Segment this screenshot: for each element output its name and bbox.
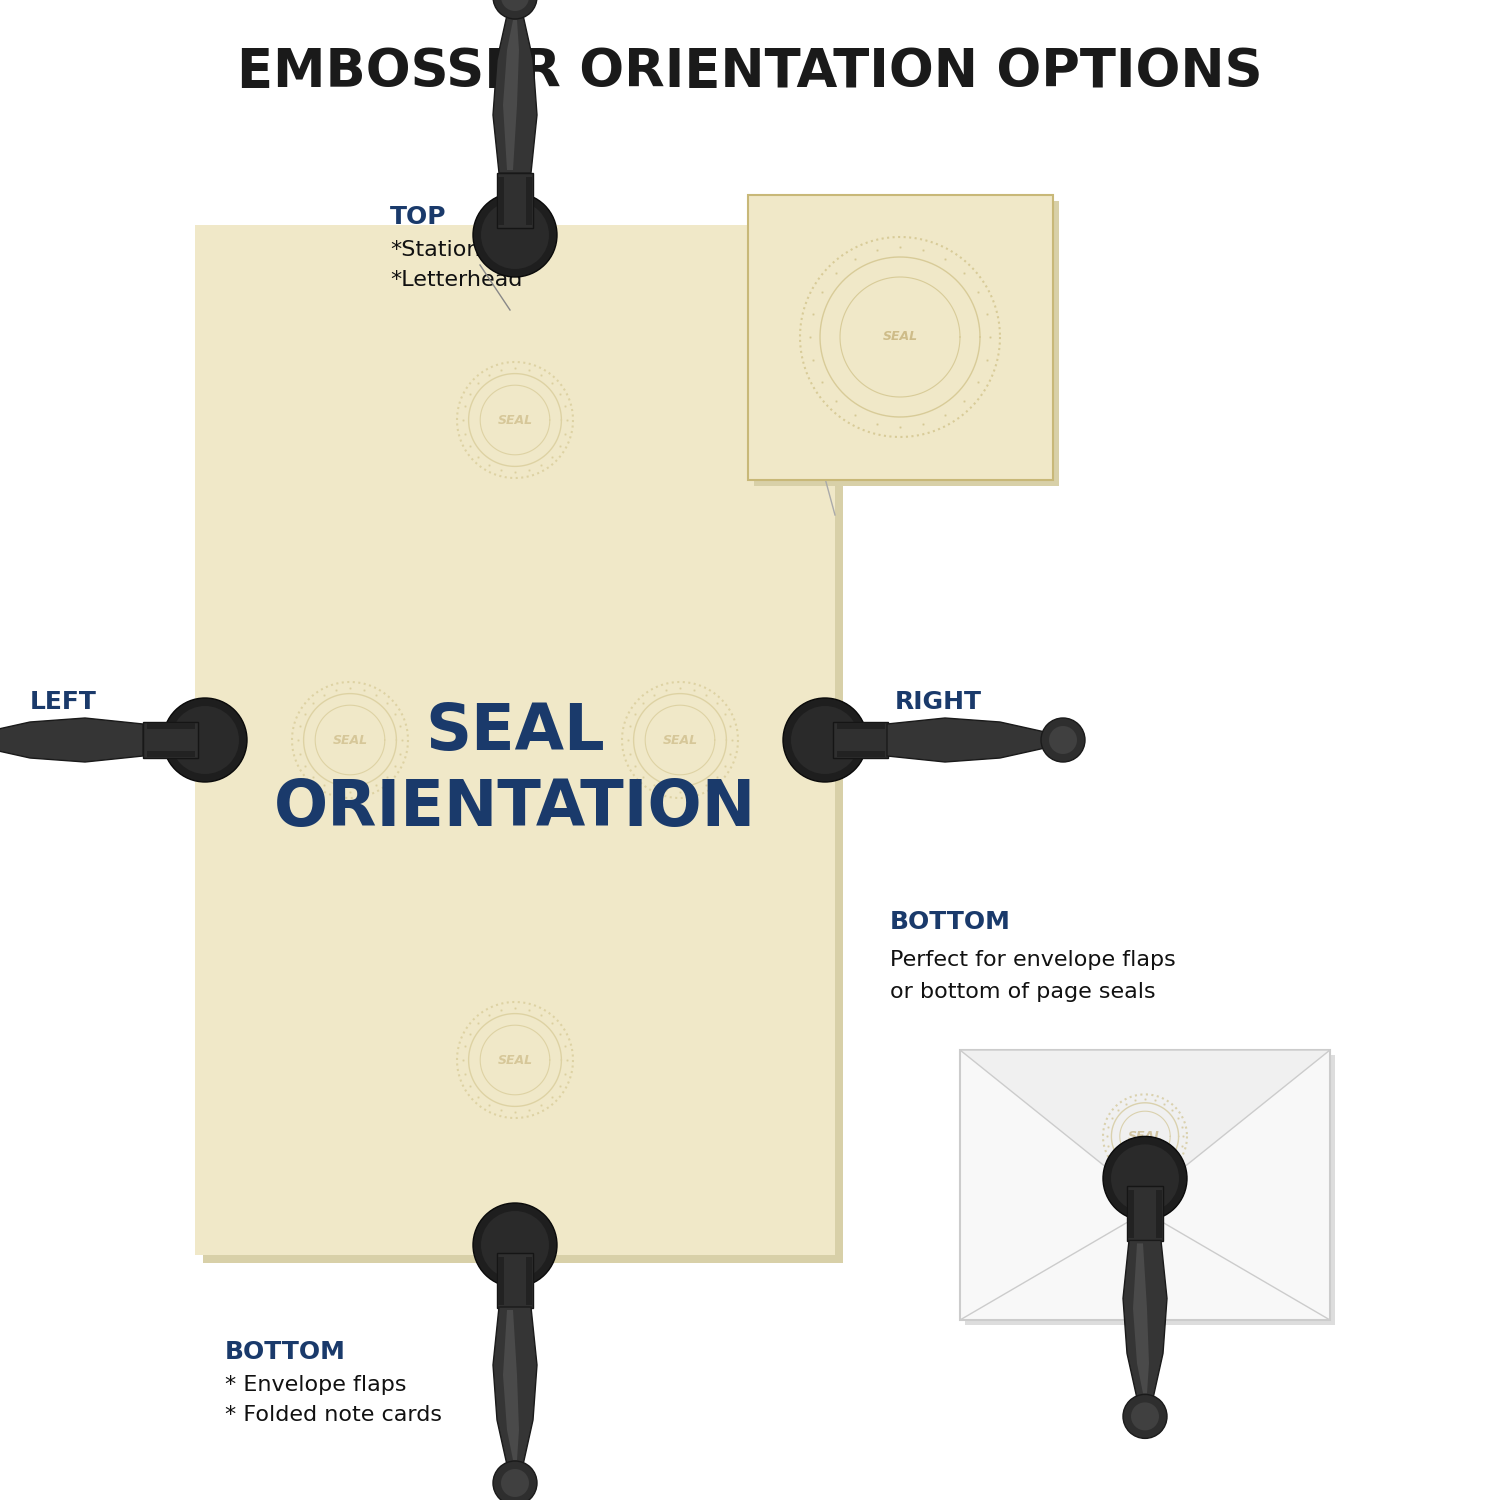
- Text: * Book page: * Book page: [896, 724, 1032, 746]
- Bar: [837, 752, 885, 758]
- Bar: [837, 723, 885, 729]
- Polygon shape: [494, 1306, 537, 1484]
- Circle shape: [783, 698, 867, 782]
- Bar: [1128, 1191, 1134, 1239]
- Text: SEAL: SEAL: [333, 734, 368, 747]
- Text: TOP: TOP: [390, 206, 447, 230]
- Circle shape: [494, 1461, 537, 1500]
- Text: SEAL: SEAL: [882, 330, 918, 344]
- Bar: [964, 1054, 1335, 1324]
- Bar: [195, 225, 836, 1256]
- Bar: [1126, 1186, 1162, 1242]
- Circle shape: [790, 706, 859, 774]
- Circle shape: [1112, 1144, 1179, 1212]
- Bar: [202, 232, 843, 1263]
- Text: *Not Common: *Not Common: [30, 724, 188, 746]
- Circle shape: [501, 1468, 530, 1497]
- Bar: [960, 1050, 1330, 1320]
- Polygon shape: [1132, 1244, 1149, 1394]
- Circle shape: [1102, 1137, 1186, 1221]
- Text: LEFT: LEFT: [30, 690, 98, 714]
- Bar: [526, 1257, 532, 1305]
- Circle shape: [171, 706, 238, 774]
- Text: Perfect for envelope flaps: Perfect for envelope flaps: [890, 950, 1176, 970]
- Bar: [498, 1257, 504, 1305]
- Circle shape: [494, 0, 537, 20]
- Text: EMBOSSER ORIENTATION OPTIONS: EMBOSSER ORIENTATION OPTIONS: [237, 46, 1263, 98]
- Text: RIGHT: RIGHT: [896, 690, 983, 714]
- Polygon shape: [960, 1050, 1330, 1199]
- Polygon shape: [0, 718, 142, 762]
- Text: * Envelope flaps: * Envelope flaps: [225, 1376, 406, 1395]
- Text: * Folded note cards: * Folded note cards: [225, 1406, 442, 1425]
- Bar: [147, 752, 195, 758]
- Bar: [526, 177, 532, 225]
- Text: BOTTOM: BOTTOM: [225, 1340, 346, 1364]
- Text: BOTTOM: BOTTOM: [890, 910, 1011, 934]
- Circle shape: [472, 1203, 556, 1287]
- Circle shape: [482, 1210, 549, 1280]
- Bar: [833, 722, 888, 758]
- Bar: [1156, 1191, 1162, 1239]
- Circle shape: [164, 698, 248, 782]
- Text: or bottom of page seals: or bottom of page seals: [890, 982, 1155, 1002]
- Circle shape: [1041, 718, 1084, 762]
- Circle shape: [472, 194, 556, 278]
- Bar: [142, 722, 198, 758]
- Text: SEAL: SEAL: [663, 734, 698, 747]
- Polygon shape: [886, 718, 1064, 762]
- Polygon shape: [494, 0, 537, 172]
- Polygon shape: [503, 1310, 519, 1460]
- Polygon shape: [1124, 1240, 1167, 1416]
- Bar: [754, 201, 1059, 486]
- Circle shape: [501, 0, 530, 10]
- Circle shape: [1131, 1402, 1160, 1431]
- Circle shape: [482, 201, 549, 268]
- Bar: [498, 177, 504, 225]
- Text: SEAL: SEAL: [498, 414, 532, 426]
- Text: SEAL
ORIENTATION: SEAL ORIENTATION: [274, 700, 756, 840]
- Bar: [147, 723, 195, 729]
- Circle shape: [1048, 726, 1077, 754]
- Text: SEAL: SEAL: [498, 1053, 532, 1066]
- Text: SEAL: SEAL: [1128, 1130, 1162, 1143]
- Polygon shape: [503, 20, 519, 170]
- Text: *Letterhead: *Letterhead: [390, 270, 522, 290]
- Circle shape: [1124, 1395, 1167, 1438]
- Bar: [748, 195, 1053, 480]
- Bar: [496, 1252, 532, 1308]
- Text: *Stationery: *Stationery: [390, 240, 516, 260]
- Bar: [496, 172, 532, 228]
